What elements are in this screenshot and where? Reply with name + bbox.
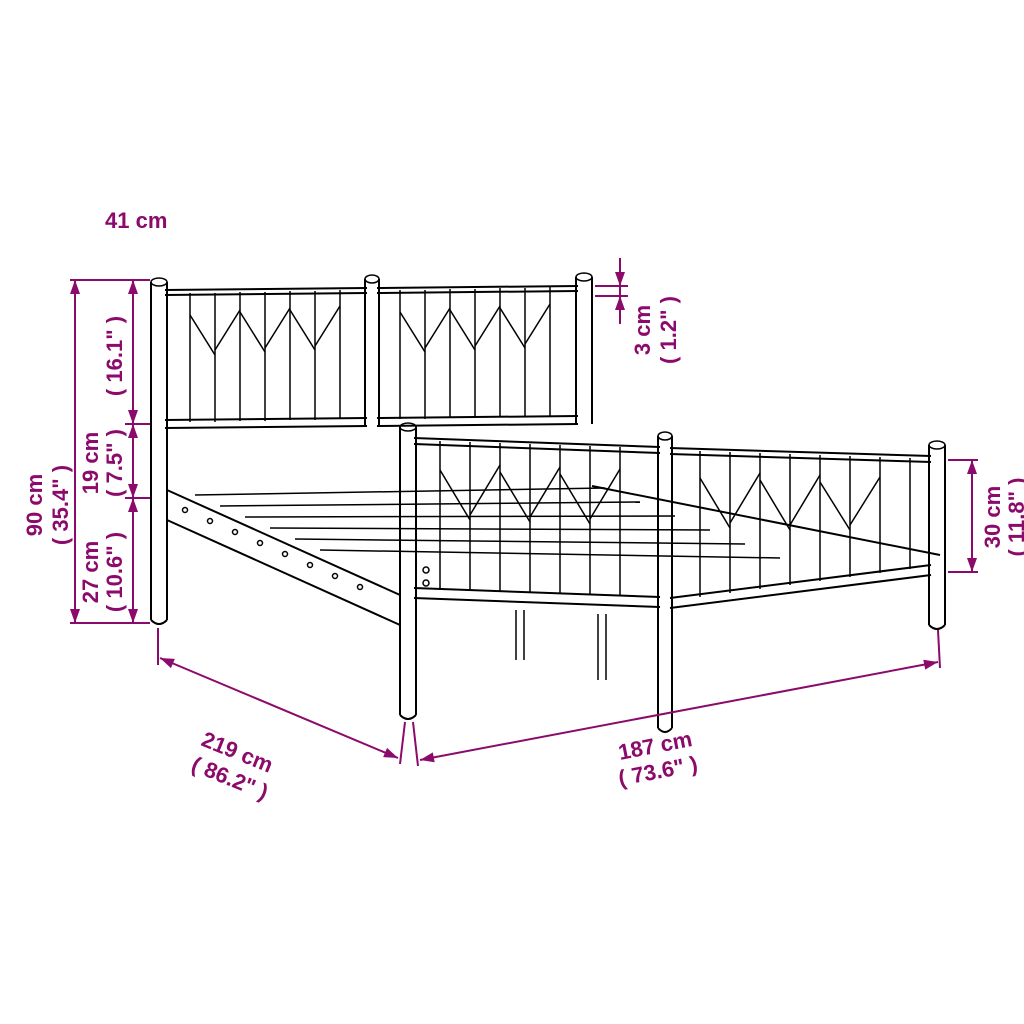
label-hb-top-in: ( 16.1" ) bbox=[102, 316, 127, 396]
label-foot-in: ( 11.8" ) bbox=[1004, 478, 1024, 557]
label-leg-cm: 27 cm bbox=[78, 541, 103, 603]
dim-rail-thickness bbox=[595, 258, 628, 324]
dim-leg-height bbox=[128, 498, 138, 623]
dim-length bbox=[158, 628, 405, 764]
label-foot-cm: 30 cm bbox=[980, 486, 1005, 548]
label-total-height-in: ( 35.4" ) bbox=[48, 465, 73, 545]
label-hb-top-cm: 41 cm bbox=[105, 208, 167, 233]
label-rail-in: ( 1.2" ) bbox=[656, 296, 681, 364]
label-hb-mid-cm: 19 cm bbox=[78, 432, 103, 494]
dim-headboard-mid bbox=[125, 424, 150, 498]
label-total-height-cm: 90 cm bbox=[22, 474, 47, 536]
dim-footboard bbox=[948, 460, 978, 572]
bed-dimension-diagram: 90 cm ( 35.4" ) 41 cm ( 16.1" ) 19 cm ( … bbox=[0, 0, 1024, 1024]
dim-headboard-top bbox=[125, 280, 150, 424]
bed-drawing bbox=[151, 273, 945, 732]
label-rail-cm: 3 cm bbox=[630, 305, 655, 355]
label-leg-in: ( 10.6" ) bbox=[102, 532, 127, 612]
label-hb-mid-in: ( 7.5" ) bbox=[102, 429, 127, 497]
